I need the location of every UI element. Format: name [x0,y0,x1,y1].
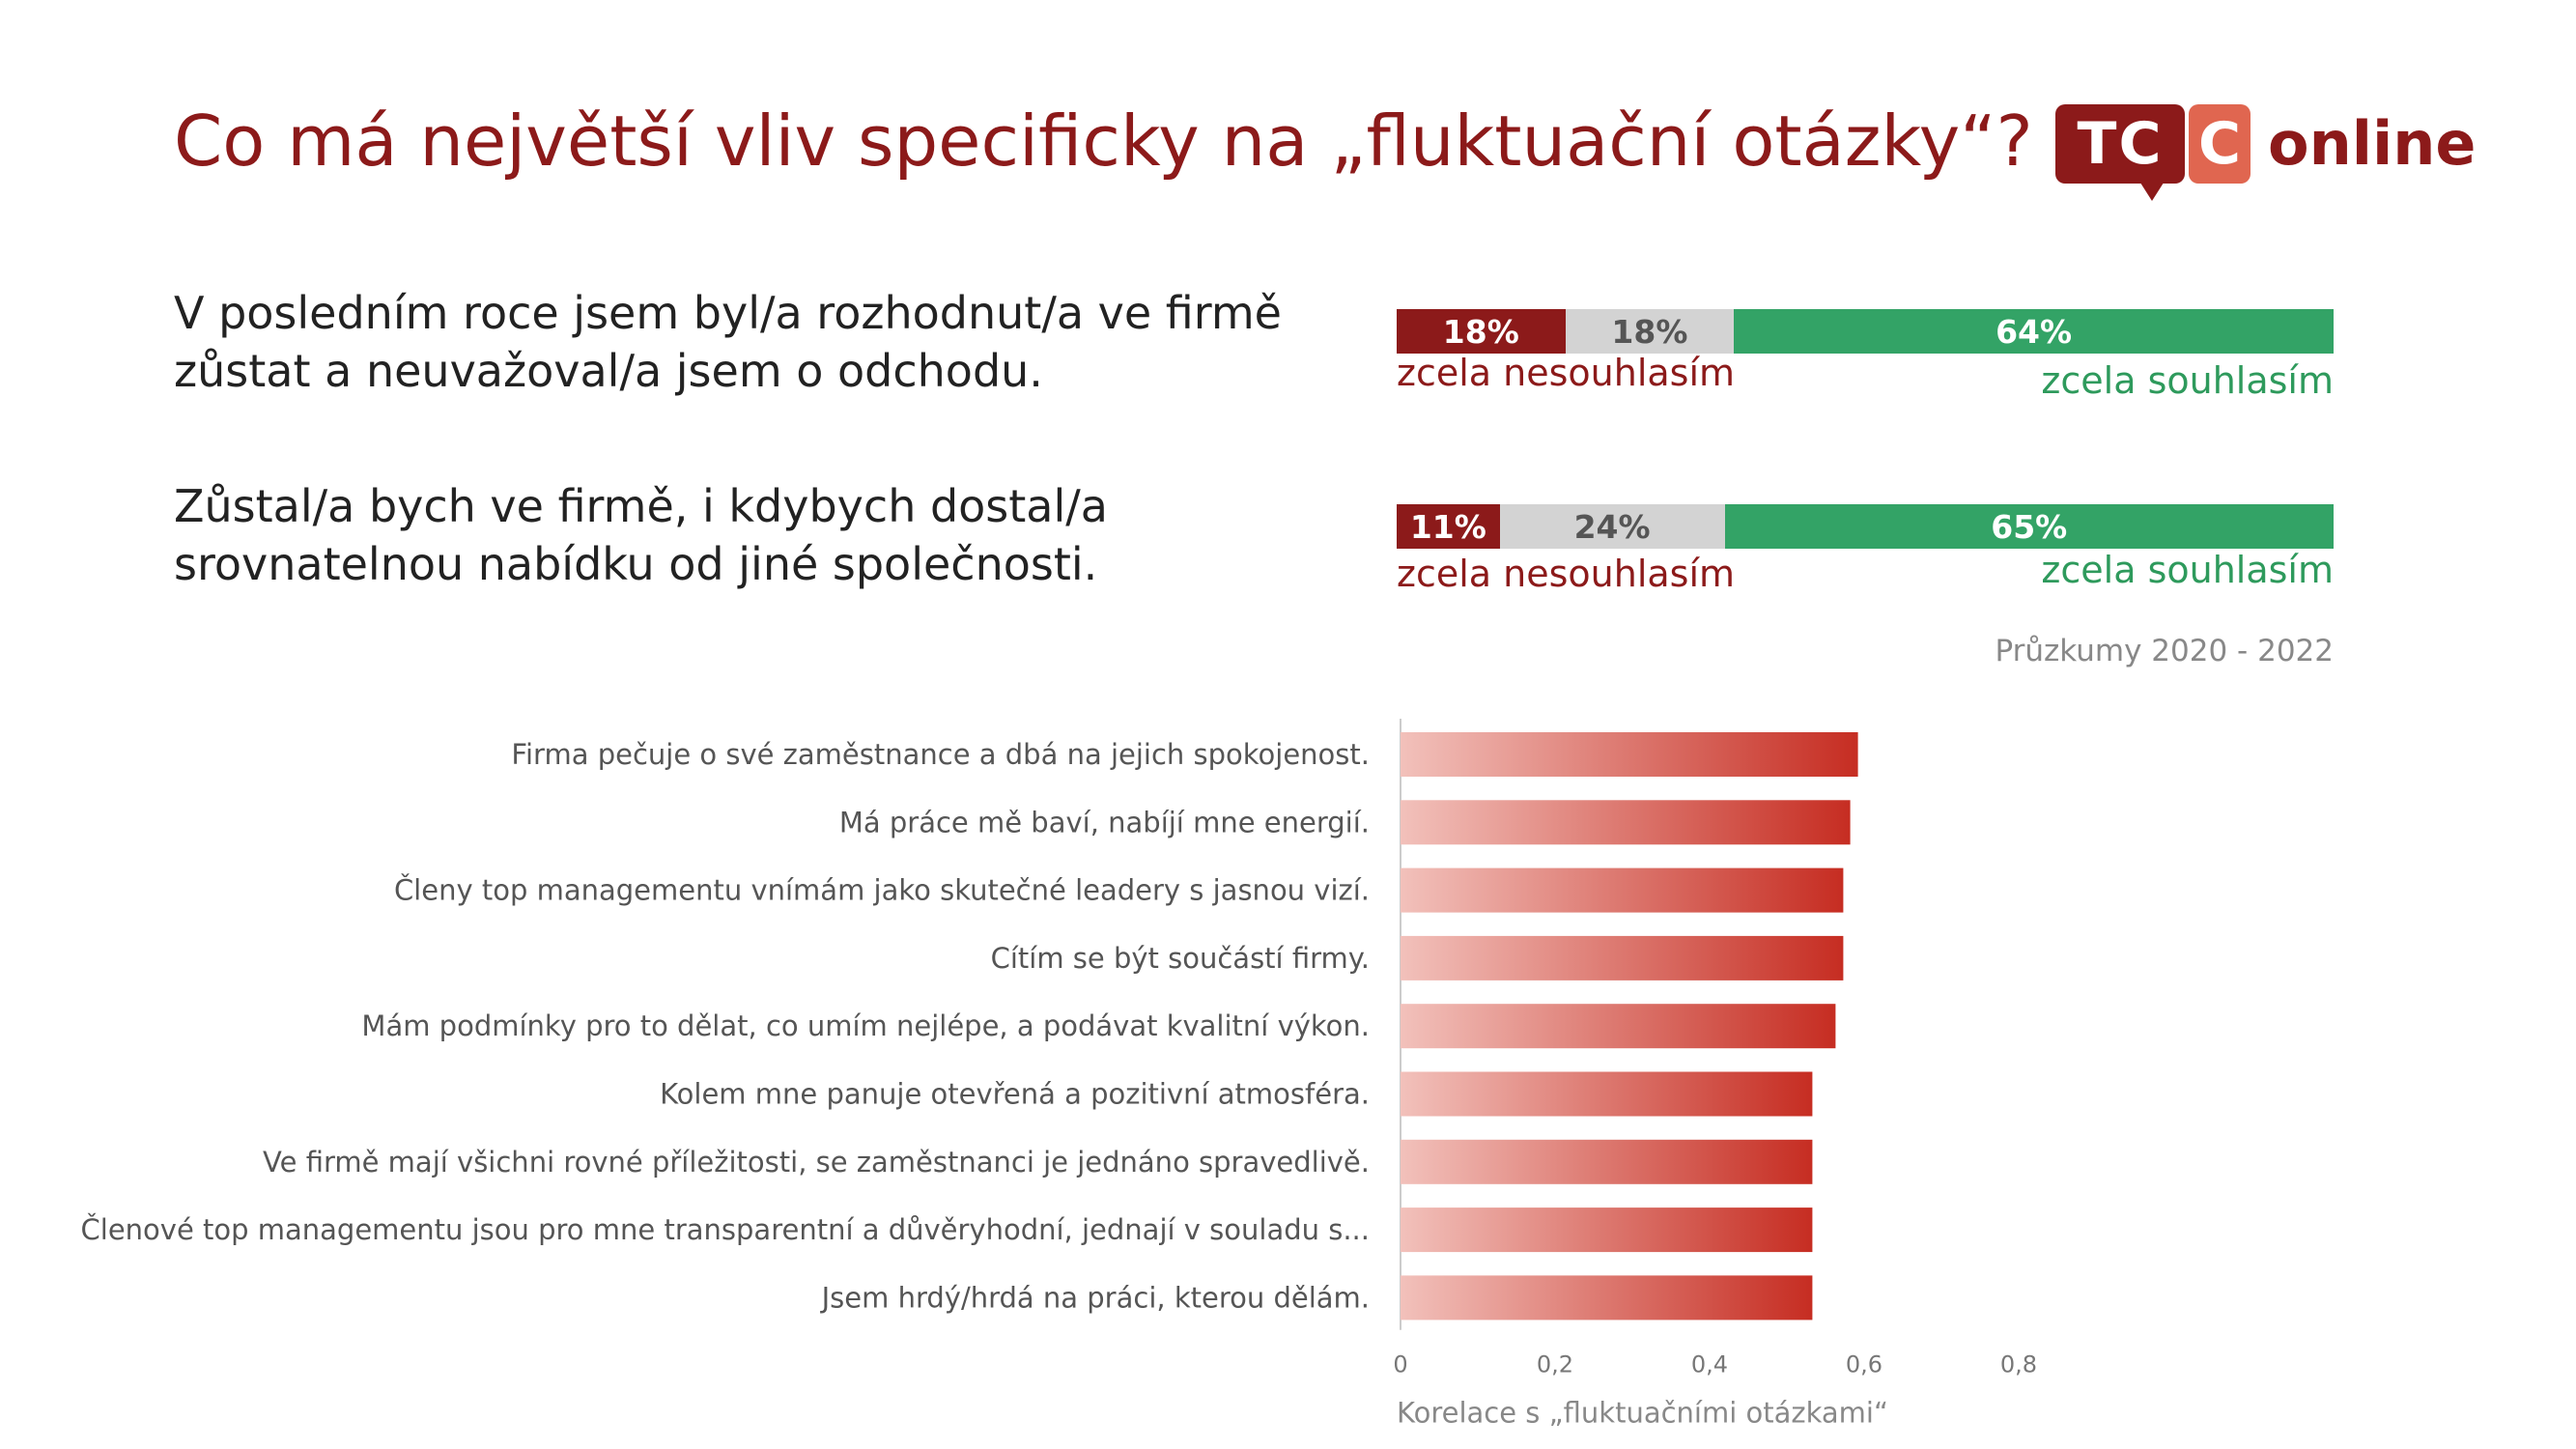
category-label-5: Mám podmínky pro to dělat, co umím nejlé… [361,1009,1370,1042]
bar-5 [1401,1004,1836,1049]
statement-2-text: Zůstal/a bych ve firmě, i kdybych dostal… [174,480,1108,590]
statement-2-disagree-segment: 11% [1397,504,1500,549]
category-label-9: Jsem hrdý/hrdá na práci, kterou dělám. [820,1281,1370,1314]
statement-1-text: V posledním roce jsem byl/a rozhodnut/a … [174,287,1282,397]
category-label-4: Cítím se být součástí firmy. [991,942,1370,975]
bar-3 [1401,867,1844,913]
category-label-6: Kolem mne panuje otevřená a pozitivní at… [660,1078,1370,1111]
x-tick-label-2: 0,2 [1537,1351,1573,1378]
category-label-2: Má práce mě baví, nabíjí mne energií. [839,806,1370,838]
page-title: Co má největší vliv specificky na „flukt… [174,100,2033,182]
source-note: Průzkumy 2020 - 2022 [1995,634,2334,668]
tcc-online-logo: TC C online [2055,104,2476,211]
statement-2-right-label: zcela souhlasím [2041,549,2334,591]
statement-2-neutral-segment: 24% [1499,504,1725,549]
x-tick-label-5: 0,8 [2000,1351,2037,1378]
x-tick-label-4: 0,6 [1846,1351,1882,1378]
category-label-1: Firma pečuje o své zaměstnance a dbá na … [511,738,1370,771]
logo-word: online [2268,108,2477,179]
statement-1-stacked-bar: 18% 18% 64% [1397,309,2334,354]
statement-1-neutral-segment: 18% [1565,309,1735,354]
statement-1-disagree-segment: 18% [1397,309,1566,354]
bar-4 [1401,935,1844,980]
correlation-bar-chart: Firma pečuje o své zaměstnance a dbá na … [81,719,2037,1430]
bar-2 [1401,800,1851,845]
logo-c: C [2189,104,2250,184]
statement-2-stacked-bar: 11% 24% 65% [1397,504,2334,549]
logo-tc: TC [2055,104,2185,184]
category-label-3: Členy top managementu vnímám jako skuteč… [394,874,1370,907]
statement-1-agree-segment: 64% [1734,309,2334,354]
bar-7 [1401,1139,1813,1184]
x-axis-title: Korelace s „fluktuačními otázkami“ [1397,1397,1888,1430]
statement-1-right-label: zcela souhlasím [2041,359,2334,402]
x-tick-label-1: 0 [1393,1351,1407,1378]
bar-1 [1401,732,1858,777]
statement-2-agree-segment: 65% [1724,504,2334,549]
statement-2-left-label: zcela nesouhlasím [1397,553,1736,595]
bar-9 [1401,1275,1813,1321]
category-label-7: Ve firmě mají všichni rovné příležitosti… [263,1146,1370,1179]
logo-speech-tail-icon [2138,180,2166,201]
bar-8 [1401,1208,1813,1253]
x-tick-label-3: 0,4 [1691,1351,1728,1378]
bar-6 [1401,1071,1813,1117]
category-label-8: Členové top managementu jsou pro mne tra… [81,1213,1370,1246]
statement-1-left-label: zcela nesouhlasím [1397,352,1736,394]
